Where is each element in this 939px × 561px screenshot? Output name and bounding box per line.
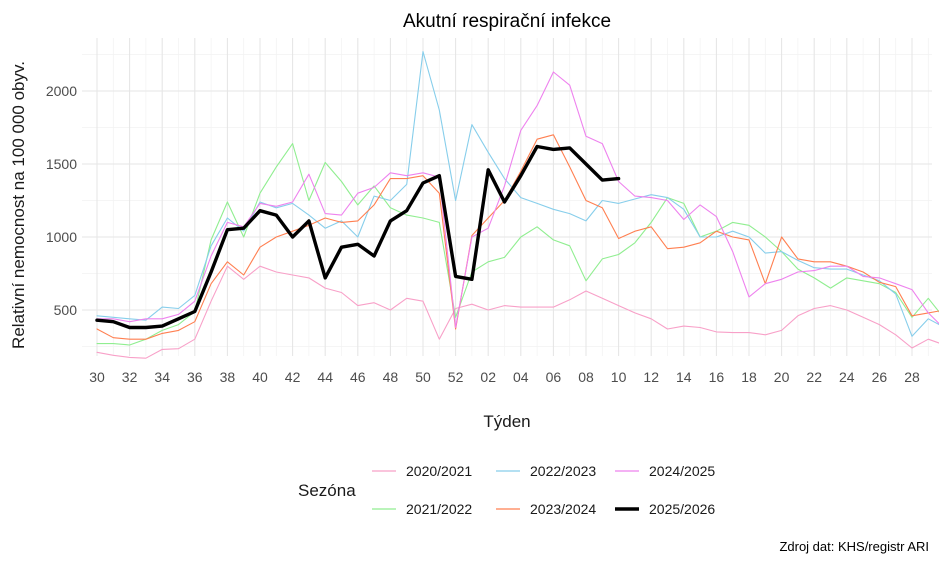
x-tick-label: 34 <box>154 369 170 385</box>
x-tick-label: 52 <box>448 369 464 385</box>
x-tick-label: 42 <box>285 369 301 385</box>
x-tick-label: 10 <box>611 369 627 385</box>
x-tick-label: 28 <box>904 369 920 385</box>
x-tick-label: 18 <box>741 369 757 385</box>
y-axis-title: Relativní nemocnost na 100 000 obyv. <box>9 61 28 349</box>
x-tick-labels: 30 32 34 36 38 40 42 44 46 48 50 52 02 04 06 08 10 12 14 16… <box>89 369 920 385</box>
series-line-2023-2024 <box>96 134 939 340</box>
series-line-2025-2026 <box>95 144 621 330</box>
legend-label: 2021/2022 <box>406 501 472 517</box>
x-tick-label: 02 <box>480 369 496 385</box>
x-tick-label: 46 <box>350 369 366 385</box>
x-tick-label: 16 <box>709 369 725 385</box>
x-tick-label: 22 <box>806 369 822 385</box>
source-caption: Zdroj dat: KHS/registr ARI <box>779 539 929 554</box>
x-tick-label: 38 <box>220 369 236 385</box>
chart-title: Akutní respirační infekce <box>403 11 611 32</box>
legend-label: 2020/2021 <box>406 463 472 479</box>
x-tick-label: 50 <box>415 369 431 385</box>
x-axis-title: Týden <box>483 412 530 431</box>
x-tick-label: 20 <box>774 369 790 385</box>
x-tick-label: 06 <box>546 369 562 385</box>
x-tick-label: 32 <box>122 369 138 385</box>
x-tick-label: 04 <box>513 369 529 385</box>
x-tick-label: 26 <box>872 369 888 385</box>
legend: Sezóna 2020/2021 2021/2022 2022/2023 2023/2… <box>298 463 715 517</box>
series-line-2022-2023 <box>96 51 939 337</box>
y-tick-label: 2000 <box>46 83 77 99</box>
x-tick-label: 14 <box>676 369 692 385</box>
y-tick-label: 1000 <box>46 229 77 245</box>
x-tick-label: 24 <box>839 369 855 385</box>
legend-label: 2022/2023 <box>530 463 596 479</box>
x-tick-label: 12 <box>643 369 659 385</box>
legend-label: 2023/2024 <box>530 501 596 517</box>
y-tick-labels: 500 1000 1500 2000 <box>46 83 77 318</box>
x-tick-label: 40 <box>252 369 268 385</box>
x-tick-label: 44 <box>317 369 333 385</box>
x-tick-label: 30 <box>89 369 105 385</box>
y-tick-label: 500 <box>54 302 78 318</box>
x-tick-label: 36 <box>187 369 203 385</box>
legend-title: Sezóna <box>298 481 356 500</box>
x-tick-label: 08 <box>578 369 594 385</box>
x-tick-label: 48 <box>383 369 399 385</box>
legend-label: 2024/2025 <box>649 463 715 479</box>
y-tick-label: 1500 <box>46 156 77 172</box>
series-layer <box>95 51 939 359</box>
legend-label: 2025/2026 <box>649 501 715 517</box>
series-line-2020-2021 <box>96 265 939 359</box>
series-line-2024-2025 <box>96 71 939 329</box>
